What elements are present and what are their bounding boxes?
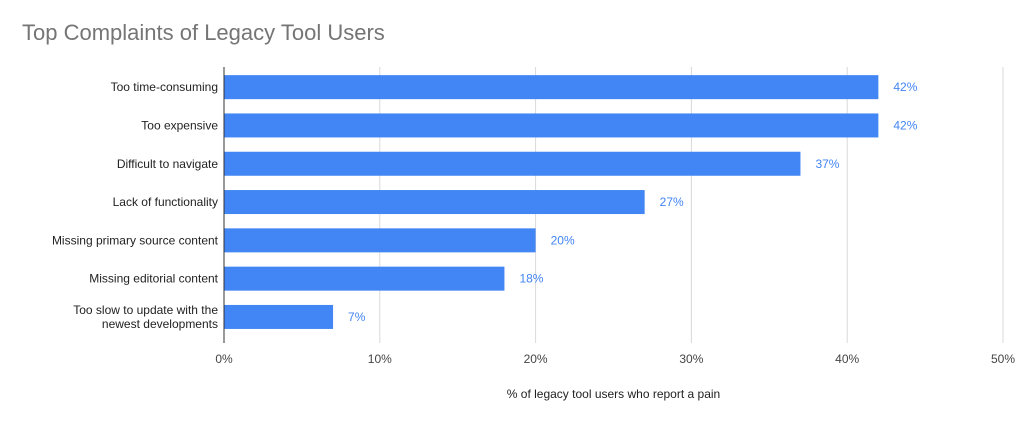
- data-label: 20%: [551, 233, 575, 247]
- x-axis-title: % of legacy tool users who report a pain: [507, 387, 720, 401]
- bar[interactable]: [224, 304, 334, 329]
- x-tick-label: 10%: [368, 352, 392, 366]
- bar[interactable]: [224, 151, 801, 176]
- data-label: 42%: [893, 118, 917, 132]
- chart-title: Top Complaints of Legacy Tool Users: [22, 20, 385, 45]
- data-label: 27%: [660, 195, 684, 209]
- bar[interactable]: [224, 113, 879, 138]
- category-label: Missing editorial content: [89, 272, 218, 286]
- category-label: Too slow to update with the: [73, 303, 218, 317]
- bar[interactable]: [224, 266, 505, 291]
- category-label: Lack of functionality: [113, 195, 218, 209]
- category-label: Difficult to navigate: [117, 157, 218, 171]
- x-tick-label: 40%: [835, 352, 859, 366]
- category-label: Too time-consuming: [111, 80, 218, 94]
- category-label: Missing primary source content: [52, 233, 219, 247]
- x-tick-label: 20%: [524, 352, 548, 366]
- bar[interactable]: [224, 190, 645, 215]
- x-tick-label: 30%: [679, 352, 703, 366]
- bar[interactable]: [224, 75, 879, 100]
- data-label: 42%: [893, 80, 917, 94]
- data-label: 18%: [519, 272, 543, 286]
- bar[interactable]: [224, 228, 536, 253]
- x-tick-label: 50%: [991, 352, 1015, 366]
- category-label: Too expensive: [141, 118, 218, 132]
- x-tick-label: 0%: [215, 352, 233, 366]
- data-label: 37%: [815, 157, 839, 171]
- data-label: 7%: [348, 310, 366, 324]
- category-label: newest developments: [102, 317, 218, 331]
